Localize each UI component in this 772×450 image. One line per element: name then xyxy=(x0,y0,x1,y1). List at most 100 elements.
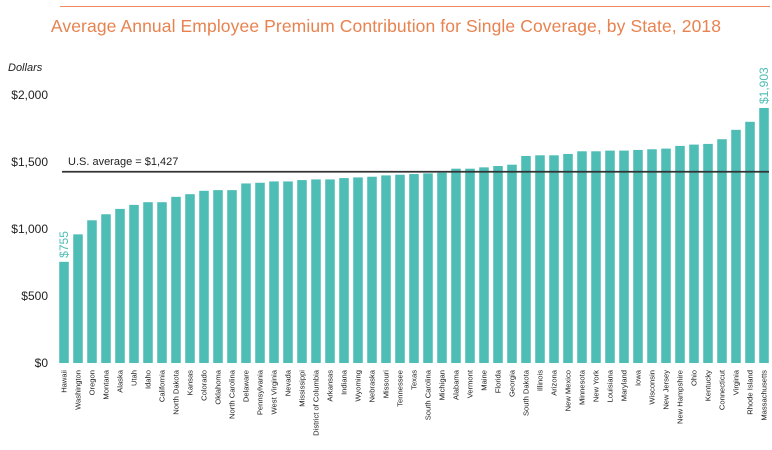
x-tick-label-pennsylvania: Pennsylvania xyxy=(256,369,265,415)
x-tick-label-nebraska: Nebraska xyxy=(368,369,377,402)
x-tick-label-oregon: Oregon xyxy=(88,370,97,395)
bar-iowa xyxy=(633,149,643,363)
x-tick-label-nevada: Nevada xyxy=(284,369,293,396)
bar-hawaii xyxy=(59,261,69,363)
x-tick-label-new-jersey: New Jersey xyxy=(662,370,671,410)
bar-connecticut xyxy=(717,139,727,363)
data-label-hawaii: $755 xyxy=(57,231,71,258)
bar-minnesota xyxy=(577,151,587,363)
bar-nevada xyxy=(283,181,293,363)
bar-massachusetts xyxy=(759,108,769,363)
bar-west-virginia xyxy=(269,181,279,363)
bar-wisconsin xyxy=(647,149,657,363)
bar-south-carolina xyxy=(423,173,433,363)
x-tick-label-idaho: Idaho xyxy=(144,370,153,389)
x-tick-label-arizona: Arizona xyxy=(550,369,559,396)
bar-california xyxy=(157,202,167,363)
bar-maine xyxy=(479,167,489,363)
x-tick-label-florida: Florida xyxy=(494,369,503,393)
x-tick-label-michigan: Michigan xyxy=(438,370,447,400)
x-tick-label-maryland: Maryland xyxy=(620,370,629,401)
bar-kansas xyxy=(185,194,195,363)
bar-rhode-island xyxy=(745,121,755,363)
bar-south-dakota xyxy=(521,155,531,363)
bar-illinois xyxy=(535,155,545,363)
y-tick-label: $0 xyxy=(35,356,49,370)
bar-georgia xyxy=(507,164,517,363)
bar-indiana xyxy=(339,178,349,363)
bar-louisiana xyxy=(605,150,615,363)
x-tick-label-ohio: Ohio xyxy=(690,370,699,386)
x-tick-label-wyoming: Wyoming xyxy=(354,370,363,402)
x-tick-label-kansas: Kansas xyxy=(186,370,195,396)
x-tick-label-minnesota: Minnesota xyxy=(578,369,587,405)
bar-district-of-columbia xyxy=(311,179,321,363)
x-tick-label-north-carolina: North Carolina xyxy=(228,369,237,419)
x-tick-label-utah: Utah xyxy=(130,370,139,386)
x-tick-label-district-of-columbia: District of Columbia xyxy=(312,369,321,436)
bar-colorado xyxy=(199,190,209,363)
bar-oklahoma xyxy=(213,190,223,363)
x-tick-label-virginia: Virginia xyxy=(732,369,741,395)
x-tick-label-indiana: Indiana xyxy=(340,369,349,395)
bar-new-hampshire xyxy=(675,145,685,363)
x-tick-label-iowa: Iowa xyxy=(634,369,643,386)
x-tick-label-delaware: Delaware xyxy=(242,370,251,402)
x-tick-label-california: California xyxy=(158,369,167,402)
x-tick-label-texas: Texas xyxy=(410,370,419,390)
x-tick-label-wisconsin: Wisconsin xyxy=(648,370,657,405)
y-tick-label: $500 xyxy=(21,289,48,303)
x-tick-label-alabama: Alabama xyxy=(452,369,461,400)
bar-oregon xyxy=(87,220,97,363)
x-tick-label-georgia: Georgia xyxy=(508,369,517,397)
x-tick-label-rhode-island: Rhode Island xyxy=(746,370,755,415)
data-label-massachusetts: $1,903 xyxy=(757,67,771,104)
x-tick-label-montana: Montana xyxy=(102,369,111,399)
bar-arkansas xyxy=(325,179,335,363)
bar-north-dakota xyxy=(171,196,181,363)
bar-tennessee xyxy=(395,174,405,363)
x-tick-label-alaska: Alaska xyxy=(116,369,125,393)
bar-alabama xyxy=(451,168,461,363)
bar-alaska xyxy=(115,208,125,363)
bar-vermont xyxy=(465,168,475,363)
bar-delaware xyxy=(241,183,251,363)
x-tick-label-illinois: Illinois xyxy=(536,370,545,391)
x-tick-label-louisiana: Louisiana xyxy=(606,369,615,402)
x-tick-label-new-mexico: New Mexico xyxy=(564,370,573,411)
bar-north-carolina xyxy=(227,190,237,363)
bar-montana xyxy=(101,214,111,363)
x-tick-label-hawaii: Hawaii xyxy=(60,370,69,393)
y-tick-label: $2,000 xyxy=(11,88,48,102)
chart-title: Average Annual Employee Premium Contribu… xyxy=(50,16,722,36)
y-axis-label: Dollars xyxy=(8,62,43,74)
x-tick-label-washington: Washington xyxy=(74,370,83,410)
x-tick-label-colorado: Colorado xyxy=(200,370,209,401)
x-tick-label-connecticut: Connecticut xyxy=(718,369,727,410)
bar-michigan xyxy=(437,172,447,363)
bar-maryland xyxy=(619,150,629,363)
bar-new-mexico xyxy=(563,153,573,363)
us-average-label: U.S. average = $1,427 xyxy=(68,156,178,168)
bar-texas xyxy=(409,174,419,363)
bar-arizona xyxy=(549,155,559,363)
x-tick-label-west-virginia: West Virginia xyxy=(270,369,279,414)
bar-missouri xyxy=(381,175,391,363)
y-tick-label: $1,500 xyxy=(11,155,48,169)
x-tick-label-new-york: New York xyxy=(592,370,601,402)
x-tick-label-mississippi: Mississippi xyxy=(298,370,307,407)
bar-pennsylvania xyxy=(255,182,265,363)
x-tick-label-south-dakota: South Dakota xyxy=(522,369,531,416)
bar-idaho xyxy=(143,202,153,363)
bar-mississippi xyxy=(297,180,307,363)
y-tick-label: $1,000 xyxy=(11,222,48,236)
x-tick-label-arkansas: Arkansas xyxy=(326,370,335,402)
x-tick-label-north-dakota: North Dakota xyxy=(172,369,181,415)
x-tick-label-oklahoma: Oklahoma xyxy=(214,369,223,404)
x-tick-label-kentucky: Kentucky xyxy=(704,370,713,401)
x-tick-label-maine: Maine xyxy=(480,370,489,391)
x-tick-label-massachusetts: Massachusetts xyxy=(760,370,769,421)
bar-washington xyxy=(73,234,83,363)
